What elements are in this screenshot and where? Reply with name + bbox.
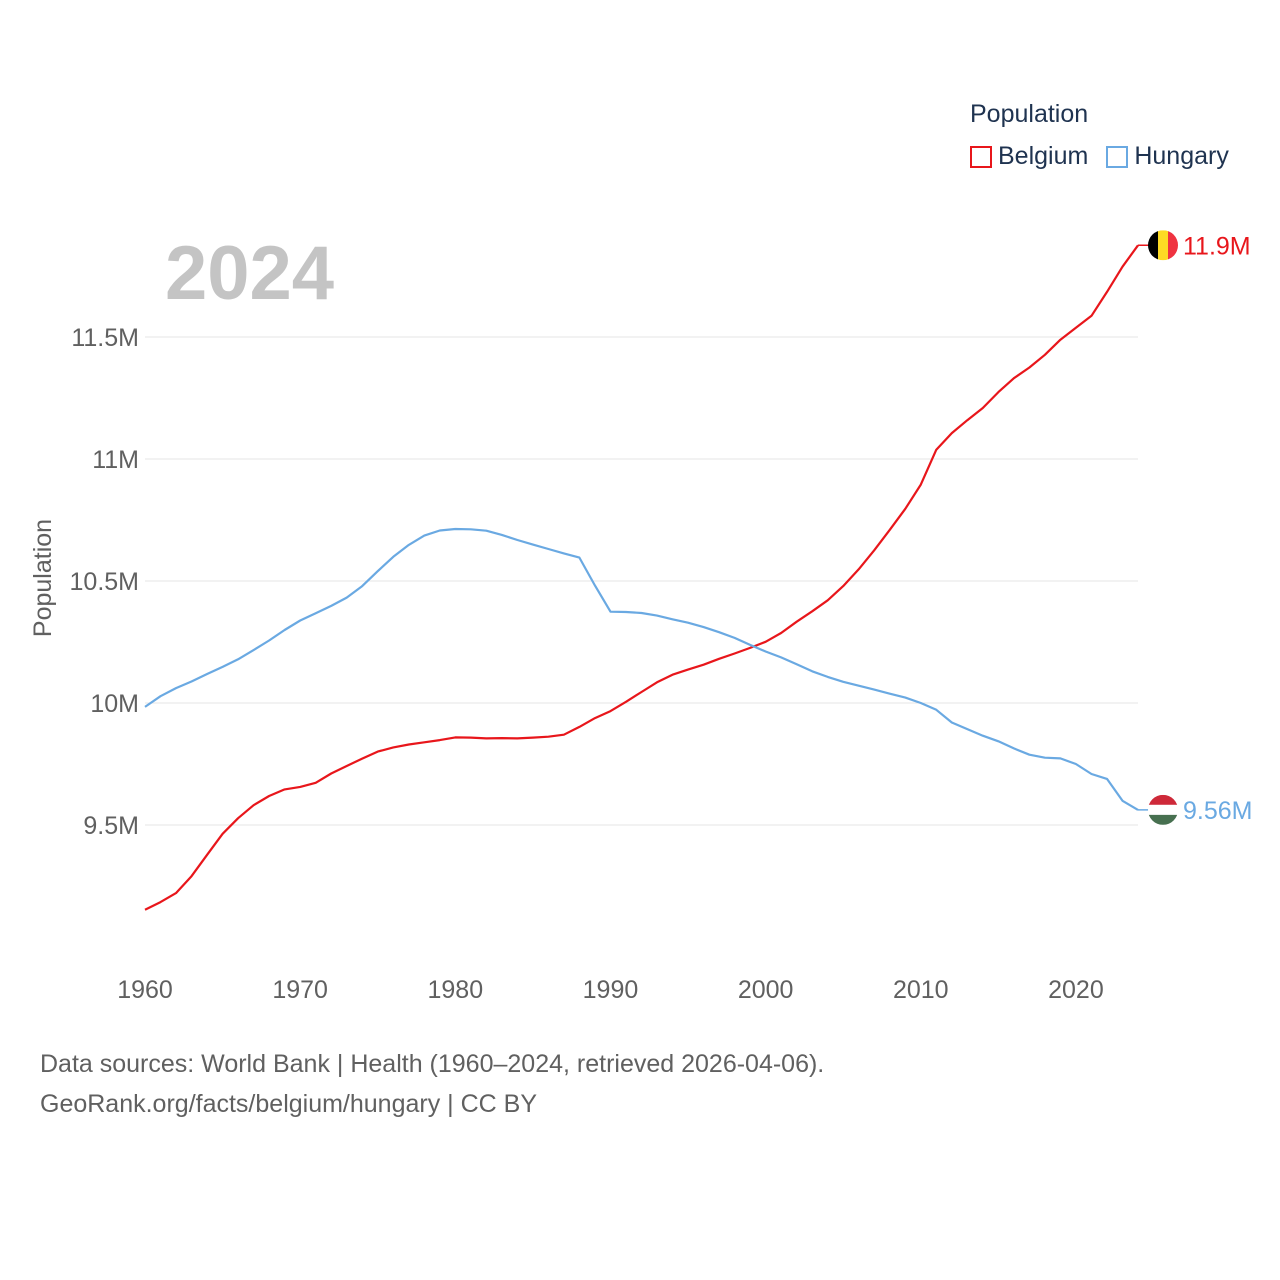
legend-title: Population xyxy=(970,100,1089,128)
y-axis-label: Population xyxy=(29,519,57,637)
y-tick-label: 11M xyxy=(92,446,139,474)
legend-label-hungary: Hungary xyxy=(1134,142,1229,170)
grid-lines xyxy=(145,336,1138,826)
x-axis-ticks: 1960 1970 1980 1990 2000 2010 2020 xyxy=(117,976,1104,1004)
end-value-label-hungary: 9.56M xyxy=(1183,797,1252,825)
legend-item-belgium[interactable]: Belgium xyxy=(970,142,1088,171)
year-watermark: 2024 xyxy=(165,231,334,316)
x-tick-label: 1990 xyxy=(583,976,639,1004)
x-tick-label: 2020 xyxy=(1048,976,1104,1004)
legend: Belgium Hungary xyxy=(970,142,1247,171)
flag-icon-belgium xyxy=(1148,230,1178,261)
end-value-label-belgium: 11.9M xyxy=(1183,232,1251,260)
flag-icon-hungary xyxy=(1148,794,1178,825)
y-axis-ticks: 9.5M 10M 10.5M 11M 11.5M xyxy=(70,324,139,840)
x-tick-label: 1970 xyxy=(272,976,328,1004)
y-tick-label: 11.5M xyxy=(71,324,139,352)
y-tick-label: 9.5M xyxy=(83,812,139,840)
legend-swatch-hungary xyxy=(1106,145,1129,168)
legend-item-hungary[interactable]: Hungary xyxy=(1106,142,1229,171)
legend-label-belgium: Belgium xyxy=(998,142,1089,170)
footer-sources: Data sources: World Bank | Health (1960–… xyxy=(40,1050,825,1078)
y-tick-label: 10.5M xyxy=(70,568,139,596)
x-tick-label: 2010 xyxy=(893,976,949,1004)
y-tick-label: 10M xyxy=(90,690,139,718)
footer: Data sources: World Bank | Health (1960–… xyxy=(40,1044,824,1124)
footer-link[interactable]: GeoRank.org/facts/belgium/hungary | CC B… xyxy=(40,1090,538,1118)
x-tick-label: 1980 xyxy=(428,976,484,1004)
series-lines xyxy=(144,244,1139,911)
legend-swatch-belgium xyxy=(970,145,992,168)
x-tick-label: 2000 xyxy=(738,976,794,1004)
series-end-labels: 11.9M 9.56M xyxy=(1138,230,1252,825)
series-line-hungary xyxy=(144,527,1139,811)
x-tick-label: 1960 xyxy=(117,976,173,1004)
series-line-belgium xyxy=(144,244,1139,911)
